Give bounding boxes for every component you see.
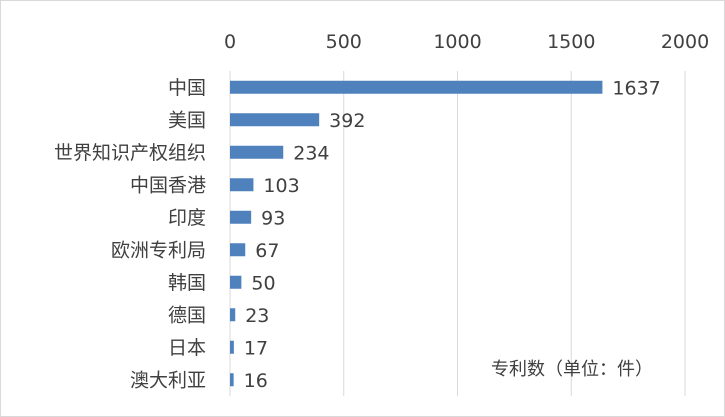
bars [230,80,603,387]
x-tick-label: 500 [326,31,362,53]
category-label: 印度 [168,207,206,229]
category-label: 美国 [168,109,206,131]
data-label: 50 [251,272,275,294]
category-label: 欧洲专利局 [111,239,206,261]
bar [230,80,603,94]
bar [230,275,242,289]
data-label: 23 [245,305,269,327]
bar [230,210,252,224]
data-label: 234 [293,142,329,164]
data-label: 17 [244,337,268,359]
bar [230,308,236,322]
data-label: 392 [329,110,365,132]
bar [230,178,254,192]
bar [230,145,284,159]
x-axis-ticks: 0 500 1000 1500 2000 [224,31,709,53]
category-label: 中国香港 [130,174,206,196]
data-label: 16 [244,370,268,392]
unit-annotation: 专利数（单位：件） [491,359,653,380]
data-label: 103 [263,175,299,197]
bar [230,243,246,257]
x-tick-label: 1500 [547,31,595,53]
bar [230,373,234,387]
category-label: 中国 [168,77,206,99]
bar [230,340,234,354]
data-label: 1637 [612,77,660,99]
data-label: 93 [261,207,285,229]
category-label: 德国 [168,304,206,326]
bar [230,113,320,127]
x-tick-label: 0 [224,31,236,53]
category-label: 世界知识产权组织 [54,142,206,164]
category-label: 澳大利亚 [130,369,206,391]
category-label: 韩国 [168,272,206,294]
data-label: 67 [255,240,279,262]
x-tick-label: 2000 [661,31,709,53]
category-label: 日本 [168,337,206,359]
x-tick-label: 1000 [433,31,481,53]
